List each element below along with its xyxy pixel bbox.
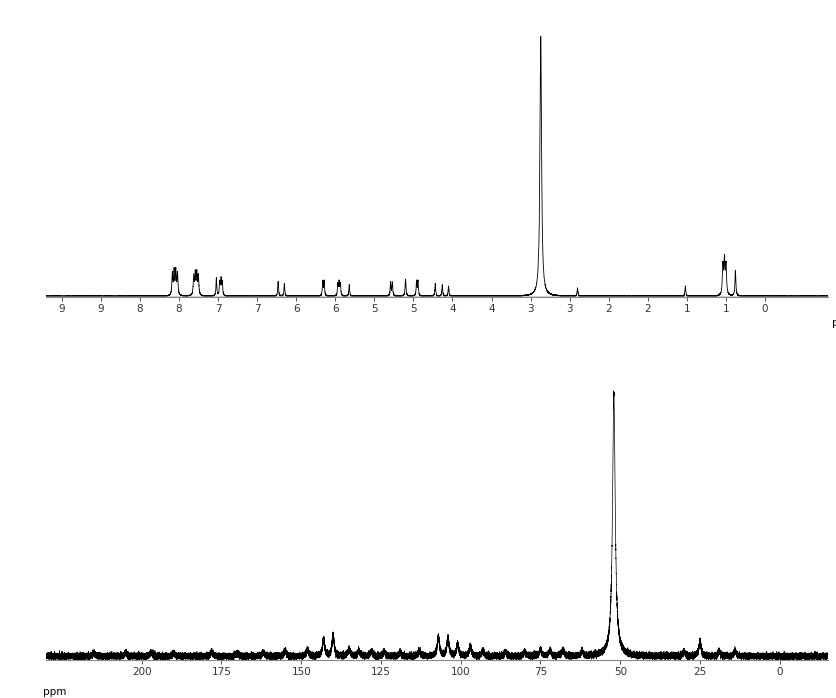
Text: ppm: ppm [832, 318, 836, 328]
Text: ppm: ppm [43, 687, 66, 697]
